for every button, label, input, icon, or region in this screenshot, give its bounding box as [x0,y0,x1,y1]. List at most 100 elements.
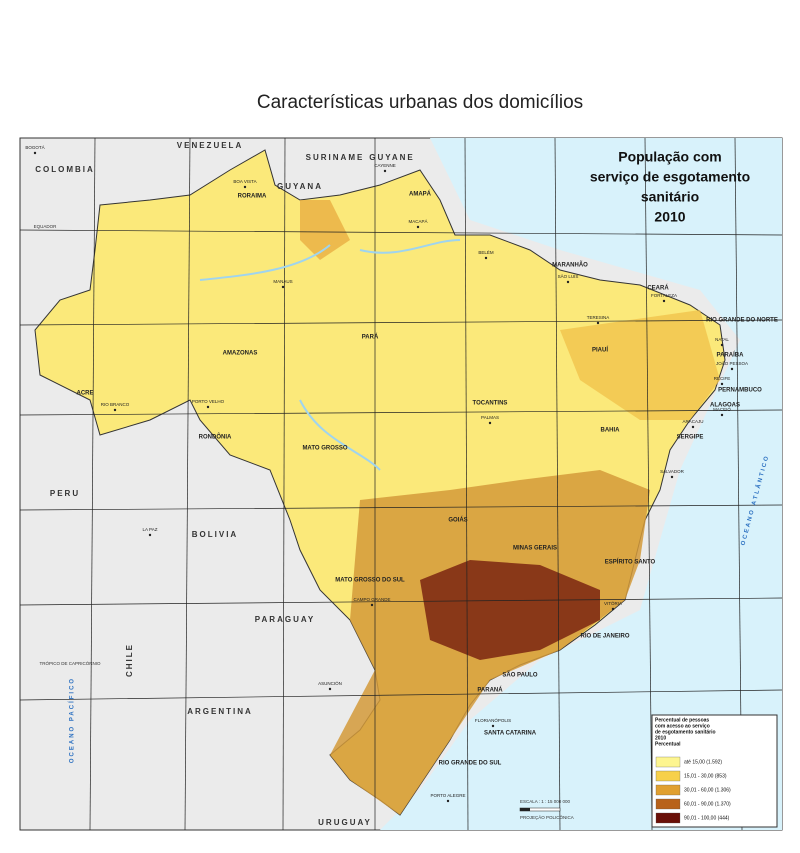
countrie-label: VENEZUELA [177,141,243,150]
citie-label: CAMPO GRANDE [353,597,390,602]
state-label: BAHIA [601,428,621,434]
countrie-label: GUYANA [277,182,323,191]
map-title: 2010 [654,209,685,225]
city-marker [416,225,420,229]
city-marker [691,425,695,429]
countrie-label: PARAGUAY [255,615,315,624]
city-marker [488,421,492,425]
state-label: AMAPÁ [409,191,432,198]
city-marker [484,256,488,260]
page-title: Características urbanas dos domicílios [257,92,583,113]
map-title: serviço de esgotamento [590,169,750,185]
legend-swatch [655,798,681,810]
citie-label: RIO BRANCO [101,402,130,407]
graticule [19,137,783,831]
state-label: CEARÁ [647,285,669,292]
legend-swatch [655,756,681,768]
scale-bar: ESCALA : 1 : 15 000 000 PROJEÇÃO POLICÔN… [519,799,574,820]
city-marker [720,382,724,386]
legend-label: 90,01 - 100,00 (444) [684,815,730,821]
sao-paulo-region [420,560,600,660]
state-label: PARAÍBA [717,351,745,359]
legend-swatch [655,784,681,796]
city-marker [328,687,332,691]
citie-label: PORTO VELHO [192,399,225,404]
legend-title: de esgotamento sanitário [655,729,716,735]
state-label: ACRE [76,391,93,397]
citie-label: MACEIÓ [713,406,731,412]
state-label: ESPÍRITO SANTO [605,558,656,566]
city-marker [370,603,374,607]
city-marker [596,321,600,325]
countrie-label: GUYANE [369,153,415,162]
citie-label: MACAPÁ [408,218,427,224]
city-marker [281,285,285,289]
state-label: PARANÁ [477,687,503,694]
citie-label: JOÃO PESSOA [716,360,748,366]
ocean [380,138,782,830]
rivers [199,239,461,471]
citie-label: RECIFE [714,376,731,381]
state-label: RORAIMA [238,194,267,200]
citie-label: ASUNCIÓN [318,680,342,686]
scale-label: ESCALA : 1 : 15 000 000 [520,799,571,804]
line-label: TRÓPICO DE CAPRICÓRNIO [39,660,101,666]
state-label: MINAS GERAIS [513,546,557,552]
state-label: MATO GROSSO [302,446,347,452]
state-label: TOCANTINS [473,401,508,407]
state-label: SANTA CATARINA [484,731,537,737]
state-label: PARÁ [362,334,379,341]
city-marker [206,405,210,409]
city-marker [33,151,37,155]
legend-swatch [655,770,681,782]
projection-label: PROJEÇÃO POLICÔNICA [520,814,574,820]
countrie-label: URUGUAY [318,818,372,827]
citie-label: PORTO ALEGRE [430,793,465,798]
citie-label: VITÓRIA [604,600,622,606]
state-label: MATO GROSSO DO SUL [335,578,405,584]
legend-title: Percentual [655,741,681,747]
city-marker [148,533,152,537]
state-label: SERGIPE [677,435,704,441]
state-label: ALAGOAS [710,403,740,409]
city-marker [611,607,615,611]
scale-bar [520,808,530,811]
state-label: RIO GRANDE DO SUL [439,761,502,767]
legend-label: 30,01 - 60,00 (1.306) [684,787,731,793]
map-title: sanitário [641,189,699,205]
legend-label: até 15,00 (1.592) [684,759,722,765]
map: População com serviço de esgotamento san… [19,137,783,831]
state-label: PIAUÍ [592,346,608,354]
state-label: GOIÁS [448,517,467,524]
citie-label: MANAUS [273,279,292,284]
citie-label: ARACAJU [682,419,703,424]
legend-title: Percentual de pessoas [655,717,709,723]
legend-title: 2010 [655,735,666,741]
citie-label: CAYENNE [374,163,395,168]
state-label: RIO GRANDE DO NORTE [706,318,778,324]
citie-label: FLORIANÓPOLIS [475,717,511,723]
state-label: RIO DE JANEIRO [580,634,629,640]
line-label: EQUADOR [34,224,58,229]
countrie-label: PERU [50,489,80,498]
city-marker [113,408,117,412]
map-title: População com [618,149,721,165]
citie-label: LA PAZ [143,527,158,532]
countrie-label: ARGENTINA [187,707,253,716]
city-marker [383,169,387,173]
state-label: MARANHÃO [552,262,588,269]
state-label: PERNAMBUCO [718,388,762,394]
city-marker [730,367,734,371]
legend-label: 60,01 - 90,00 (1.370) [684,801,731,807]
citie-label: PALMAS [481,415,499,420]
countrie-label: CHILE [125,643,134,677]
north-east-region [560,310,720,420]
legend-swatch [655,812,681,824]
citie-label: BELÉM [478,249,494,255]
legend-label: 15,01 - 30,00 (853) [684,773,727,779]
citie-label: NATAL [715,337,729,342]
citie-label: SALVADOR [660,469,685,474]
